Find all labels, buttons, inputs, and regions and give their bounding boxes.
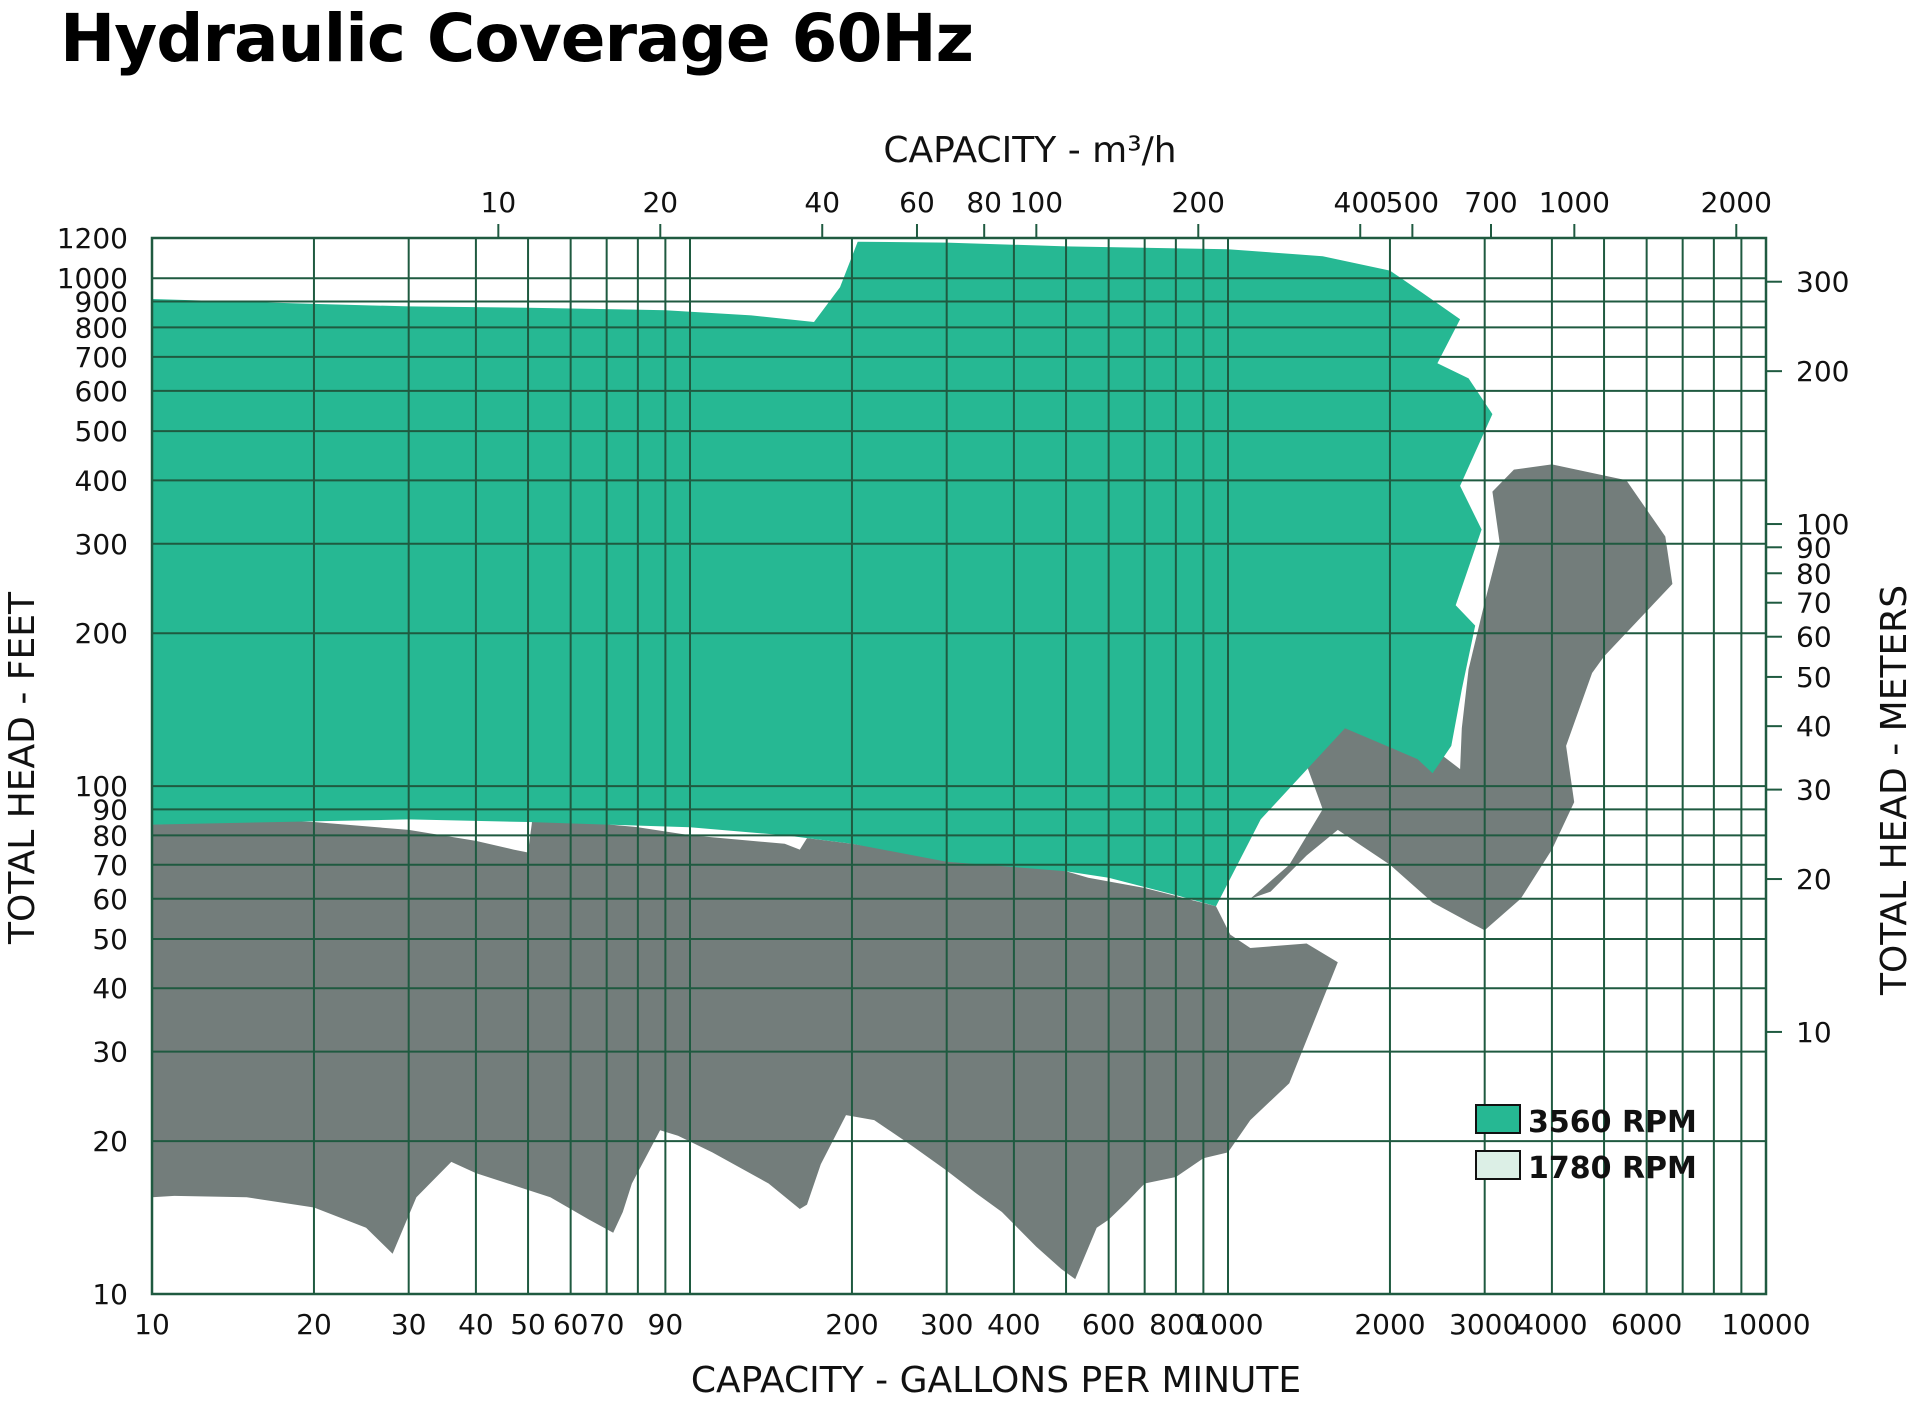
- y2-tick-label: 40: [1796, 710, 1832, 743]
- y2-tick-label: 70: [1796, 587, 1832, 620]
- x-tick-label: 20: [296, 1308, 332, 1341]
- y2-tick-label: 80: [1796, 557, 1832, 590]
- legend-swatch-1780: [1475, 1150, 1521, 1180]
- y-tick-label: 10: [92, 1278, 128, 1311]
- y-axis-title: TOTAL HEAD - FEET: [2, 591, 43, 945]
- chart-title: Hydraulic Coverage 60Hz: [60, 0, 974, 77]
- y2-tick-label: 100: [1796, 508, 1849, 541]
- legend-label-3560: 3560 RPM: [1528, 1105, 1697, 1140]
- x2-tick-label: 1000: [1539, 186, 1610, 219]
- y2-tick-label: 10: [1796, 1016, 1832, 1049]
- x-tick-label: 30: [391, 1308, 427, 1341]
- region-3560-rpm-0: [152, 241, 1493, 907]
- x-tick-label: 600: [1082, 1308, 1135, 1341]
- y-tick-label: 300: [75, 528, 128, 561]
- y-tick-label: 800: [75, 311, 128, 344]
- x2-tick-label: 700: [1464, 186, 1517, 219]
- x-tick-label: 1000: [1192, 1308, 1263, 1341]
- y-tick-label: 600: [75, 375, 128, 408]
- plot-frame: [150, 236, 1768, 1296]
- y-tick-label: 1200: [57, 222, 128, 255]
- x-tick-label: 200: [825, 1308, 878, 1341]
- x2-tick-label: 40: [804, 186, 840, 219]
- x-tick-label: 10000: [1721, 1308, 1810, 1341]
- x-tick-label: 2000: [1354, 1308, 1425, 1341]
- x2-tick-label: 100: [1010, 186, 1063, 219]
- x-tick-label: 300: [920, 1308, 973, 1341]
- y-tick-label: 80: [92, 819, 128, 852]
- y-tick-label: 60: [92, 883, 128, 916]
- y2-tick-label: 200: [1796, 355, 1849, 388]
- x2-axis-title: CAPACITY - m³/h: [883, 130, 1176, 171]
- x2-tick-label: 10: [481, 186, 517, 219]
- x2-tick-label: 80: [966, 186, 1002, 219]
- x-tick-label: 60: [553, 1308, 589, 1341]
- y-tick-label: 40: [92, 972, 128, 1005]
- legend-label-1780: 1780 RPM: [1528, 1151, 1697, 1186]
- grid: [151, 237, 1767, 1295]
- y2-tick-label: 90: [1796, 531, 1832, 564]
- y-tick-label: 900: [75, 285, 128, 318]
- y2-tick-label: 300: [1796, 266, 1849, 299]
- x2-tick-label: 400: [1334, 186, 1387, 219]
- y2-tick-label: 30: [1796, 774, 1832, 807]
- x-tick-label: 6000: [1611, 1308, 1682, 1341]
- x-tick-label: 800: [1149, 1308, 1202, 1341]
- y-tick-label: 1000: [57, 262, 128, 295]
- x-tick-label: 400: [987, 1308, 1040, 1341]
- x-tick-label: 70: [589, 1308, 625, 1341]
- y-tick-label: 700: [75, 341, 128, 374]
- axes: [150, 224, 1782, 1296]
- x-tick-label: 3000: [1449, 1308, 1520, 1341]
- x-axis-title: CAPACITY - GALLONS PER MINUTE: [691, 1360, 1301, 1401]
- y-tick-label: 200: [75, 617, 128, 650]
- region-1780-rpm-0: [152, 816, 1338, 1280]
- x2-tick-label: 200: [1172, 186, 1225, 219]
- legend: 3560 RPM 1780 RPM: [1475, 1104, 1697, 1186]
- y2-tick-label: 60: [1796, 621, 1832, 654]
- x-tick-label: 90: [648, 1308, 684, 1341]
- legend-swatch-3560: [1475, 1104, 1521, 1134]
- x2-tick-label: 500: [1386, 186, 1439, 219]
- y-tick-label: 400: [75, 464, 128, 497]
- y2-tick-label: 20: [1796, 863, 1832, 896]
- y-tick-label: 70: [92, 849, 128, 882]
- y2-tick-label: 50: [1796, 661, 1832, 694]
- y-tick-label: 30: [92, 1036, 128, 1069]
- y-tick-label: 20: [92, 1125, 128, 1158]
- coverage-regions: [152, 241, 1673, 1280]
- y2-axis-title: TOTAL HEAD - METERS: [1874, 585, 1915, 996]
- x-tick-label: 50: [510, 1308, 546, 1341]
- x-tick-label: 40: [458, 1308, 494, 1341]
- x-tick-label: 10: [134, 1308, 170, 1341]
- x2-tick-label: 2000: [1701, 186, 1772, 219]
- x-tick-label: 4000: [1516, 1308, 1587, 1341]
- x2-tick-label: 60: [899, 186, 935, 219]
- x2-tick-label: 20: [642, 186, 678, 219]
- y-tick-label: 100: [75, 770, 128, 803]
- region-1780-rpm-1: [1216, 464, 1673, 931]
- y-tick-label: 50: [92, 923, 128, 956]
- y-tick-label: 90: [92, 793, 128, 826]
- y-tick-label: 500: [75, 415, 128, 448]
